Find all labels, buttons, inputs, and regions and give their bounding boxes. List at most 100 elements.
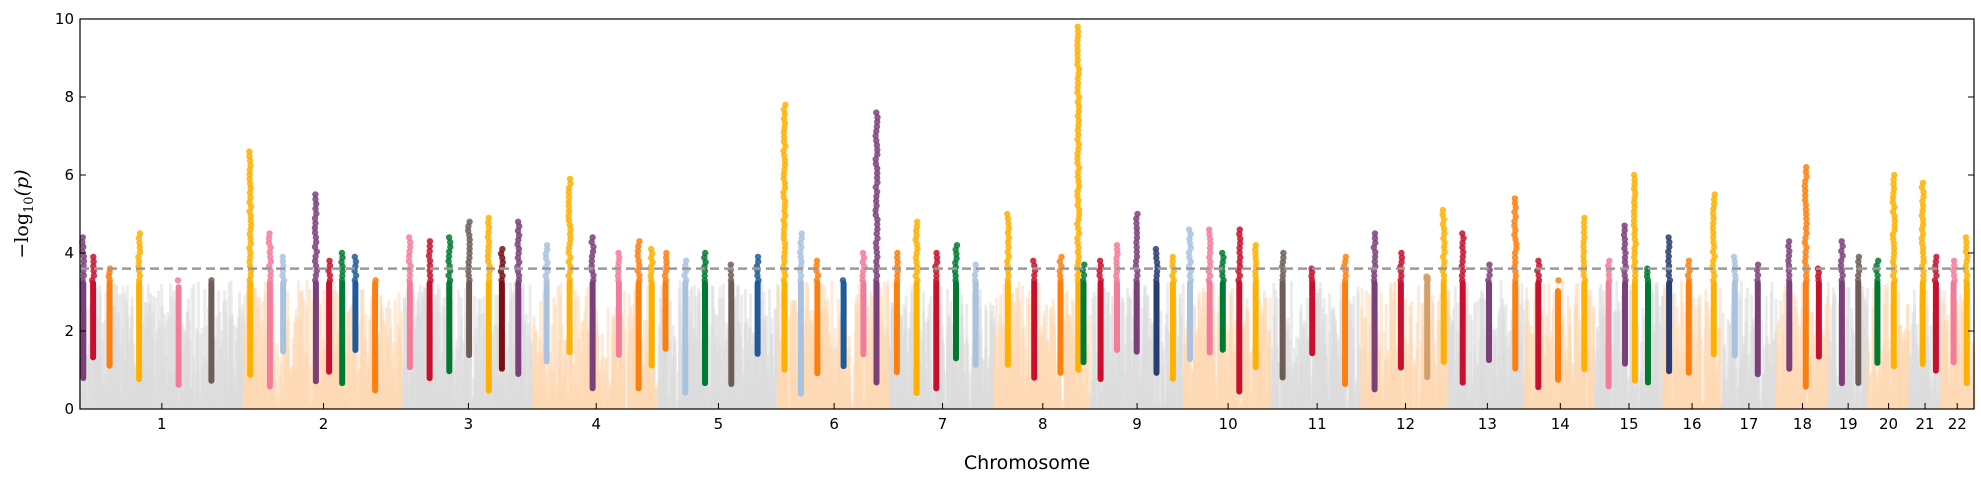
y-axis-title: −log10(p)	[11, 169, 37, 258]
x-tick-label-chr-17: 17	[1739, 415, 1758, 433]
y-tick-label: 6	[64, 166, 74, 184]
peak-chr6-33	[797, 230, 805, 397]
peak-chr16-76	[1684, 257, 1693, 376]
peak-chr8-45	[1056, 253, 1065, 376]
chromosome-20-points	[1866, 283, 1912, 409]
peak-chr10-54	[1205, 226, 1214, 356]
x-tick-label-chr-19: 19	[1839, 415, 1858, 433]
x-tick-label-chr-15: 15	[1619, 415, 1638, 433]
x-tick-label-chr-9: 9	[1132, 415, 1142, 433]
peak-chr11-60	[1341, 253, 1350, 387]
peak-chr7-39	[912, 218, 921, 397]
peak-chr1-4	[174, 277, 182, 388]
peak-chr4-26	[647, 245, 656, 369]
peak-chr5-30	[727, 261, 735, 387]
chromosome-18-points	[1775, 281, 1831, 409]
peak-chr2-11	[338, 249, 346, 387]
x-tick-label-chr-5: 5	[714, 415, 724, 433]
peak-chr3-17	[465, 218, 473, 359]
y-axis-title-base: −log	[11, 213, 33, 259]
peak-chr15-73	[1630, 171, 1640, 384]
x-tick-label-chr-7: 7	[938, 415, 948, 433]
x-tick-label-chr-21: 21	[1915, 415, 1934, 433]
x-tick-label-chr-11: 11	[1308, 415, 1327, 433]
peak-chr1-1	[89, 253, 98, 361]
peak-chr16-77	[1709, 191, 1718, 358]
peak-chr13-67	[1511, 195, 1520, 372]
highlighted-peaks-layer	[79, 23, 1971, 397]
x-tick-label-chr-20: 20	[1879, 415, 1898, 433]
peak-chr2-9	[311, 191, 320, 385]
peak-chr6-32	[780, 101, 789, 373]
peak-chr13-66	[1485, 261, 1493, 364]
peak-chr2-13	[372, 277, 379, 394]
y-tick-label: 4	[64, 244, 74, 262]
peak-chr4-24	[614, 249, 623, 358]
x-axis: 1 2 3 4 5 6 7 8 9 10 11 12 13 14 15 16 17 18 19 20 21 22	[157, 403, 1967, 433]
x-tick-label-chr-3: 3	[464, 415, 474, 433]
chromosome-7-points	[889, 283, 997, 409]
peak-chr8-47	[1079, 261, 1088, 366]
peak-chr17-79	[1753, 261, 1762, 378]
peak-chr22-89	[1950, 257, 1958, 366]
peak-chr10-53	[1185, 226, 1195, 362]
x-tick-label-chr-12: 12	[1396, 415, 1415, 433]
y-axis: 0 2 4 6 8 10	[55, 10, 1974, 418]
peak-chr8-46	[1074, 23, 1083, 373]
peak-chr3-15	[425, 238, 434, 382]
peak-chr18-81	[1801, 164, 1810, 390]
chromosome-14-points	[1524, 280, 1597, 409]
peak-chr9-49	[1113, 242, 1121, 353]
peak-chr4-22	[565, 175, 574, 356]
chromosome-1-points	[78, 280, 245, 409]
peak-chr2-6	[246, 148, 255, 378]
background-points-layer	[78, 280, 1976, 409]
peak-chr10-55	[1218, 249, 1227, 353]
peak-chr2-10	[325, 257, 334, 375]
peak-chr12-63	[1423, 273, 1431, 381]
peak-chr20-85	[1873, 257, 1882, 366]
peak-chr7-38	[893, 249, 901, 376]
peak-chr6-36	[859, 249, 868, 358]
peak-chr15-74	[1643, 265, 1652, 386]
peak-chr5-27	[661, 249, 670, 352]
peak-chr12-64	[1439, 206, 1448, 365]
chromosome-15-points	[1594, 280, 1664, 409]
y-tick-label: 10	[55, 10, 74, 28]
peak-chr15-72	[1620, 222, 1630, 367]
peak-chr11-59	[1308, 265, 1316, 357]
peak-chr3-20	[514, 218, 523, 377]
peak-chr3-14	[405, 234, 414, 371]
y-axis-title-argument: (p)	[11, 169, 33, 196]
peak-chr7-41	[951, 242, 961, 362]
peak-chr9-52	[1169, 253, 1178, 382]
peak-chr9-51	[1152, 245, 1161, 376]
peak-chr9-50	[1132, 210, 1141, 355]
peak-chr3-18	[484, 214, 493, 394]
x-tick-label-chr-18: 18	[1793, 415, 1812, 433]
peak-chr22-90	[1962, 234, 1971, 387]
peak-chr1-3	[135, 230, 144, 383]
x-tick-label-chr-4: 4	[591, 415, 601, 433]
x-axis-title: Chromosome	[964, 452, 1090, 474]
peak-chr3-19	[497, 245, 506, 372]
peak-chr19-83	[1837, 238, 1846, 387]
peak-chr7-40	[932, 249, 941, 392]
peak-chr16-75	[1665, 234, 1674, 375]
chromosome-22-points	[1939, 282, 1976, 409]
chromosome-17-points	[1720, 280, 1778, 409]
chromosome-10-points	[1182, 283, 1274, 409]
peak-chr2-7	[265, 230, 275, 390]
peak-chr4-25	[634, 238, 643, 392]
x-tick-label-chr-1: 1	[157, 415, 167, 433]
x-tick-label-chr-10: 10	[1219, 415, 1238, 433]
peak-chr18-80	[1785, 238, 1793, 372]
peak-chr10-56	[1235, 226, 1244, 395]
peak-chr1-2	[105, 265, 114, 369]
peak-chr12-61	[1370, 230, 1379, 393]
peak-chr7-42	[971, 261, 980, 368]
peak-chr15-71	[1605, 257, 1613, 390]
chromosome-5-points	[657, 280, 780, 409]
plot-area-frame	[79, 18, 1975, 410]
